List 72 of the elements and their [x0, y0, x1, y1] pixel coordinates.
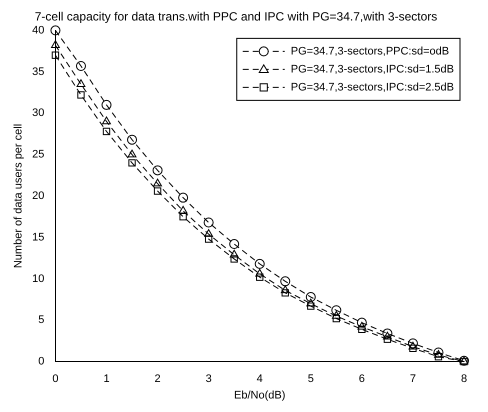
point: [280, 276, 290, 286]
x-tick-label: 3: [206, 373, 212, 386]
point: [408, 338, 418, 348]
point: [434, 352, 442, 360]
point: [229, 239, 240, 250]
point: [382, 332, 392, 340]
point: [50, 25, 60, 36]
x-tick-label: 6: [358, 373, 365, 386]
point: [52, 52, 60, 59]
y-tick-label: 10: [32, 272, 44, 285]
y-axis-title: Number of data users per cell: [12, 124, 25, 268]
point: [306, 292, 316, 302]
point: [77, 91, 85, 99]
point: [331, 305, 342, 316]
point: [282, 289, 289, 297]
point: [102, 116, 111, 124]
point: [256, 273, 264, 281]
x-tick-label: 2: [154, 373, 161, 386]
point: [255, 268, 264, 277]
point: [76, 61, 86, 72]
point: [332, 314, 340, 322]
y-tick-label: 0: [38, 356, 44, 368]
legend-label: PG=34.7,3-sectors,PPC:sd=odB: [290, 45, 450, 58]
point: [332, 311, 341, 319]
y-tick-label: 35: [32, 66, 44, 78]
x-tick-label: 5: [308, 373, 314, 386]
point: [76, 79, 86, 87]
point: [102, 100, 112, 110]
point: [178, 192, 188, 203]
y-tick-label: 15: [32, 231, 44, 244]
chart-title: 7-cell capacity for data trans.with PPC and IPC with PG=34.7,with 3-sectors: [34, 10, 438, 24]
x-tick-label: 8: [460, 373, 468, 386]
point: [358, 326, 366, 333]
legend-label: PG=34.7,3-sectors,IPC:sd=2.5dB: [290, 81, 454, 94]
point: [382, 328, 392, 338]
point: [102, 128, 110, 136]
point: [408, 342, 418, 350]
point: [153, 178, 162, 186]
point: [306, 298, 316, 306]
y-tick-label: 20: [32, 190, 44, 202]
y-tick-label: 5: [38, 314, 44, 326]
x-tick-label: 0: [52, 373, 58, 386]
point: [230, 255, 238, 263]
y-tick-label: 25: [32, 148, 44, 161]
point: [307, 302, 314, 310]
point: [178, 206, 188, 214]
point: [128, 150, 136, 158]
point: [51, 40, 60, 48]
y-tick-label: 30: [32, 107, 44, 120]
point: [384, 336, 392, 343]
point: [230, 250, 239, 258]
x-tick-label: 4: [256, 373, 263, 386]
point: [356, 318, 367, 328]
point: [152, 165, 163, 176]
point: [128, 159, 136, 167]
legend-label: PG=34.7,3-sectors,IPC:sd=1.5dB: [290, 63, 454, 76]
point: [204, 235, 212, 243]
x-tick-label: 7: [410, 373, 416, 386]
point: [357, 322, 366, 330]
point: [204, 229, 214, 237]
point: [434, 350, 443, 358]
point: [280, 285, 290, 294]
point: [204, 217, 214, 228]
point: [154, 187, 162, 195]
point: [127, 134, 138, 145]
y-tick-label: 40: [32, 24, 44, 36]
x-axis-title: Eb/No(dB): [234, 389, 286, 402]
x-tick-label: 1: [103, 373, 110, 386]
point: [433, 347, 444, 358]
point: [179, 213, 187, 220]
point: [409, 344, 417, 352]
point: [254, 258, 265, 269]
